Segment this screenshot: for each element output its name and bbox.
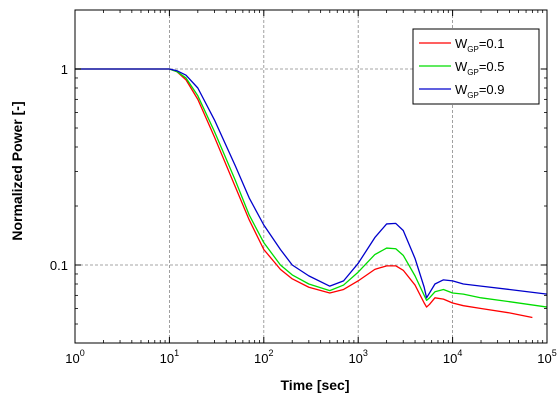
x-tick-labels: 100 101 102 103 104 105 [65,348,556,366]
x-tick-label: 101 [160,348,179,366]
y-tick-labels: 10.1 [50,62,68,273]
x-tick-label: 104 [443,348,462,366]
x-axis-title: Time [sec] [281,377,350,393]
series-line-3 [75,68,548,299]
series-line-2 [75,68,548,308]
x-tick-label: 102 [254,348,273,366]
x-tick-label: 105 [537,348,556,366]
ticks [74,10,548,343]
y-axis-title: Normalized Power [-] [9,101,25,240]
legend-label: WGP=0.5 [455,59,505,77]
y-tick-label: 0.1 [50,258,68,273]
legend: WGP=0.1 WGP=0.5 WGP=0.9 [412,28,540,105]
x-tick-label: 103 [348,348,367,366]
series-line-1 [75,68,533,319]
y-tick-label: 1 [61,62,68,77]
series-lines [75,68,548,319]
legend-label: WGP=0.1 [455,36,505,54]
x-tick-label: 100 [65,348,84,366]
legend-label: WGP=0.9 [455,82,505,100]
plot-frame [74,9,548,344]
